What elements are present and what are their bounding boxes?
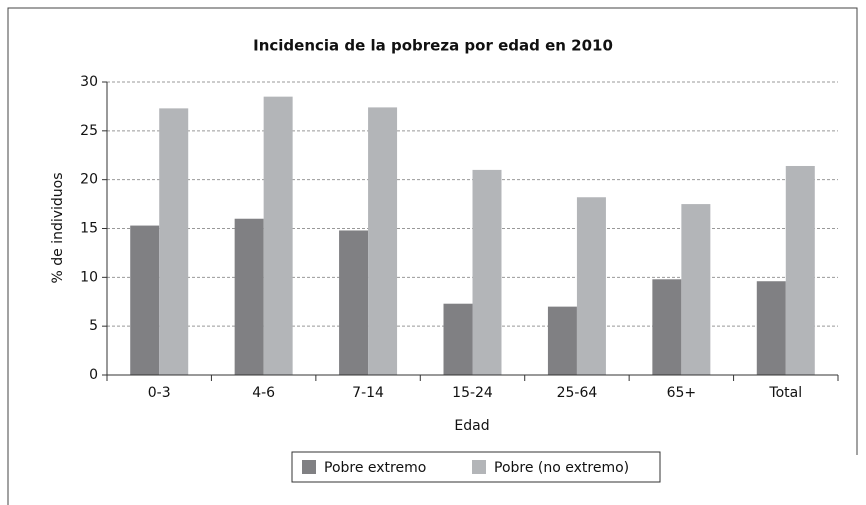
y-tick-label: 5 <box>89 318 98 334</box>
x-tick-label: 7-14 <box>352 385 384 401</box>
y-tick-label: 0 <box>89 367 98 383</box>
y-tick-label: 30 <box>80 74 98 90</box>
bar <box>576 197 606 375</box>
y-axis-label: % de individuos <box>50 172 66 283</box>
x-tick-label: 65+ <box>667 385 697 401</box>
bar <box>472 169 502 375</box>
legend-label: Pobre (no extremo) <box>494 460 629 476</box>
y-tick-label: 25 <box>80 123 98 139</box>
x-tick-label: 0-3 <box>148 385 171 401</box>
bar <box>159 108 189 376</box>
bar <box>681 204 711 375</box>
chart-title: Incidencia de la pobreza por edad en 201… <box>253 37 613 55</box>
bar <box>130 225 160 375</box>
legend-label: Pobre extremo <box>324 460 426 476</box>
x-tick-label: 15-24 <box>452 385 493 401</box>
bar <box>547 306 577 375</box>
bar <box>756 281 786 375</box>
bar <box>443 303 473 375</box>
bar <box>368 107 398 375</box>
y-tick-label: 15 <box>80 221 98 237</box>
bar <box>234 218 264 375</box>
x-tick-label: 4-6 <box>252 385 275 401</box>
x-tick-label: 25-64 <box>557 385 598 401</box>
x-tick-label: Total <box>768 385 802 401</box>
x-axis-label: Edad <box>454 418 489 434</box>
bar <box>785 165 815 375</box>
y-tick-label: 20 <box>80 172 98 188</box>
bar <box>652 279 682 375</box>
frame <box>7 7 858 505</box>
y-tick-label: 10 <box>80 269 98 285</box>
legend-swatch <box>302 460 316 474</box>
bar <box>339 230 369 375</box>
legend-swatch <box>472 460 486 474</box>
bar <box>263 96 293 376</box>
